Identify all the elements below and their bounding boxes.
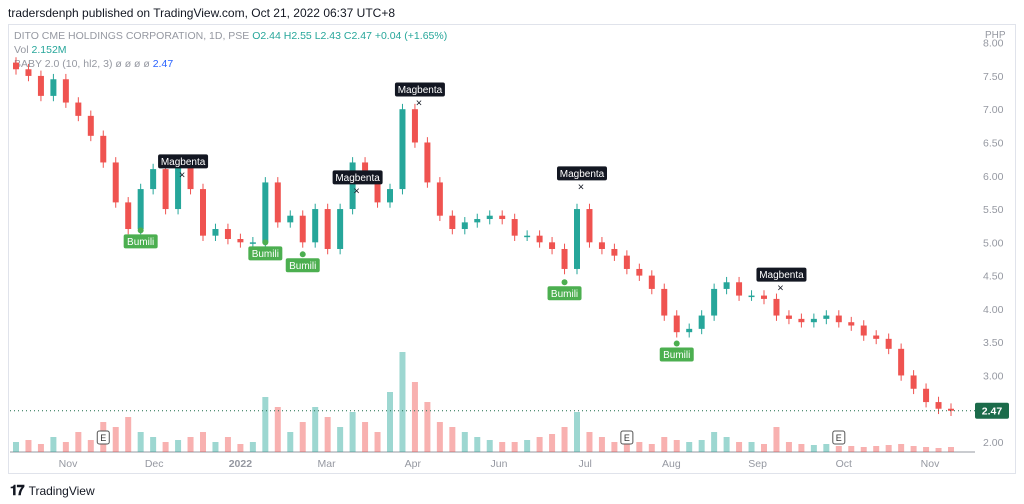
indicator-value: 2.47 <box>152 58 174 70</box>
indicator-legend: BABY 2.0 (10, hl2, 3) ø ø ø ø 2.47 <box>14 58 173 70</box>
published-caption: tradersdenph published on TradingView.co… <box>8 6 396 20</box>
tradingview-logo-icon: 𝟏𝟕 <box>10 482 25 498</box>
volume-value: 2.152M <box>31 44 67 56</box>
indicator-name: BABY 2.0 (10, hl2, 3) <box>14 58 113 70</box>
chart-pane[interactable] <box>8 24 1016 474</box>
volume-legend: Vol 2.152M <box>14 44 67 56</box>
volume-label: Vol <box>14 44 29 56</box>
brand-name: TradingView <box>28 483 95 498</box>
symbol-name: DITO CME HOLDINGS CORPORATION, 1D, PSE <box>14 30 250 42</box>
symbol-legend: DITO CME HOLDINGS CORPORATION, 1D, PSE O… <box>14 30 447 42</box>
indicator-null-values: ø ø ø ø <box>115 58 150 70</box>
ohlc-values: O2.44 H2.55 L2.43 C2.47 +0.04 (+1.65%) <box>252 30 448 42</box>
brand-footer: 𝟏𝟕 TradingView <box>10 482 95 499</box>
